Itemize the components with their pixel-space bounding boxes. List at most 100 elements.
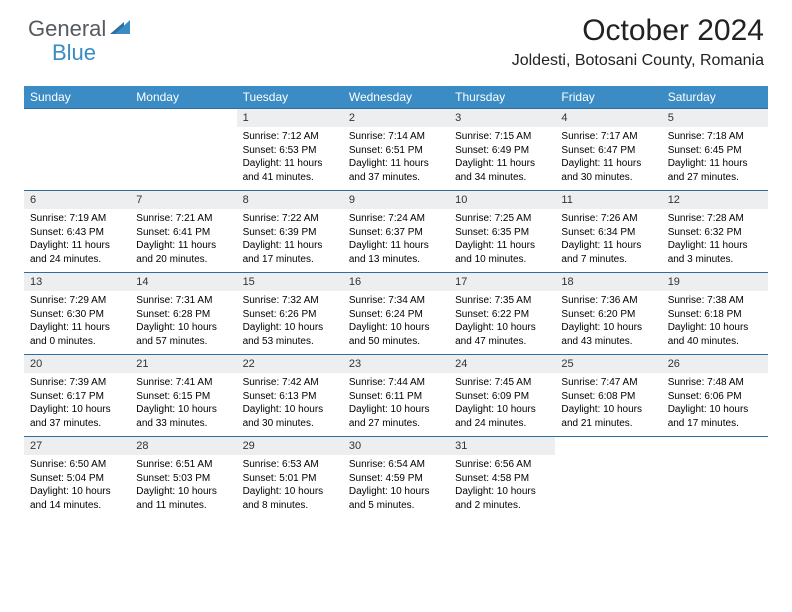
day-number-empty: [555, 436, 661, 455]
location: Joldesti, Botosani County, Romania: [512, 52, 764, 70]
daylight-line: Daylight: 10 hours and 21 minutes.: [561, 403, 655, 430]
daylight-line: Daylight: 10 hours and 30 minutes.: [243, 403, 337, 430]
week-row: 20Sunrise: 7:39 AMSunset: 6:17 PMDayligh…: [24, 354, 768, 436]
daylight-line: Daylight: 11 hours and 7 minutes.: [561, 239, 655, 266]
sunset-line: Sunset: 4:59 PM: [349, 472, 443, 486]
day-content-empty: [24, 127, 130, 185]
sunset-line: Sunset: 6:09 PM: [455, 390, 549, 404]
sunrise-line: Sunrise: 7:45 AM: [455, 376, 549, 390]
sunrise-line: Sunrise: 7:24 AM: [349, 212, 443, 226]
sunrise-line: Sunrise: 7:22 AM: [243, 212, 337, 226]
sunset-line: Sunset: 5:03 PM: [136, 472, 230, 486]
logo-word-1: General: [28, 16, 106, 42]
day-cell: 20Sunrise: 7:39 AMSunset: 6:17 PMDayligh…: [24, 354, 130, 436]
day-number-empty: [24, 108, 130, 127]
sunrise-line: Sunrise: 7:32 AM: [243, 294, 337, 308]
day-cell: 9Sunrise: 7:24 AMSunset: 6:37 PMDaylight…: [343, 190, 449, 272]
day-cell: [555, 436, 661, 518]
day-cell: 8Sunrise: 7:22 AMSunset: 6:39 PMDaylight…: [237, 190, 343, 272]
day-number: 13: [24, 272, 130, 291]
sunrise-line: Sunrise: 7:36 AM: [561, 294, 655, 308]
sunrise-line: Sunrise: 7:34 AM: [349, 294, 443, 308]
sunrise-line: Sunrise: 7:31 AM: [136, 294, 230, 308]
day-content: Sunrise: 6:53 AMSunset: 5:01 PMDaylight:…: [237, 455, 343, 518]
day-number: 6: [24, 190, 130, 209]
sunset-line: Sunset: 6:47 PM: [561, 144, 655, 158]
daylight-line: Daylight: 10 hours and 2 minutes.: [455, 485, 549, 512]
sunset-line: Sunset: 4:58 PM: [455, 472, 549, 486]
sunrise-line: Sunrise: 7:42 AM: [243, 376, 337, 390]
day-header-row: SundayMondayTuesdayWednesdayThursdayFrid…: [24, 86, 768, 108]
day-cell: 31Sunrise: 6:56 AMSunset: 4:58 PMDayligh…: [449, 436, 555, 518]
day-cell: 16Sunrise: 7:34 AMSunset: 6:24 PMDayligh…: [343, 272, 449, 354]
day-content: Sunrise: 7:39 AMSunset: 6:17 PMDaylight:…: [24, 373, 130, 436]
day-cell: 22Sunrise: 7:42 AMSunset: 6:13 PMDayligh…: [237, 354, 343, 436]
day-content: Sunrise: 6:51 AMSunset: 5:03 PMDaylight:…: [130, 455, 236, 518]
day-number: 24: [449, 354, 555, 373]
week-row: 27Sunrise: 6:50 AMSunset: 5:04 PMDayligh…: [24, 436, 768, 518]
sunrise-line: Sunrise: 7:18 AM: [668, 130, 762, 144]
sunrise-line: Sunrise: 7:47 AM: [561, 376, 655, 390]
day-cell: 23Sunrise: 7:44 AMSunset: 6:11 PMDayligh…: [343, 354, 449, 436]
day-number: 21: [130, 354, 236, 373]
sunset-line: Sunset: 6:51 PM: [349, 144, 443, 158]
daylight-line: Daylight: 10 hours and 43 minutes.: [561, 321, 655, 348]
day-cell: 19Sunrise: 7:38 AMSunset: 6:18 PMDayligh…: [662, 272, 768, 354]
day-content: Sunrise: 7:41 AMSunset: 6:15 PMDaylight:…: [130, 373, 236, 436]
day-number: 5: [662, 108, 768, 127]
calendar-body: 1Sunrise: 7:12 AMSunset: 6:53 PMDaylight…: [24, 108, 768, 518]
day-number: 3: [449, 108, 555, 127]
day-content: Sunrise: 7:42 AMSunset: 6:13 PMDaylight:…: [237, 373, 343, 436]
day-content: Sunrise: 7:29 AMSunset: 6:30 PMDaylight:…: [24, 291, 130, 354]
sunset-line: Sunset: 6:18 PM: [668, 308, 762, 322]
day-content: Sunrise: 7:32 AMSunset: 6:26 PMDaylight:…: [237, 291, 343, 354]
daylight-line: Daylight: 10 hours and 17 minutes.: [668, 403, 762, 430]
day-cell: 25Sunrise: 7:47 AMSunset: 6:08 PMDayligh…: [555, 354, 661, 436]
sunrise-line: Sunrise: 7:15 AM: [455, 130, 549, 144]
day-cell: 15Sunrise: 7:32 AMSunset: 6:26 PMDayligh…: [237, 272, 343, 354]
sunset-line: Sunset: 6:06 PM: [668, 390, 762, 404]
sunset-line: Sunset: 6:49 PM: [455, 144, 549, 158]
day-number-empty: [130, 108, 236, 127]
daylight-line: Daylight: 10 hours and 11 minutes.: [136, 485, 230, 512]
day-cell: [130, 108, 236, 190]
daylight-line: Daylight: 11 hours and 3 minutes.: [668, 239, 762, 266]
sunset-line: Sunset: 6:30 PM: [30, 308, 124, 322]
sunset-line: Sunset: 5:01 PM: [243, 472, 337, 486]
day-cell: 7Sunrise: 7:21 AMSunset: 6:41 PMDaylight…: [130, 190, 236, 272]
daylight-line: Daylight: 10 hours and 53 minutes.: [243, 321, 337, 348]
daylight-line: Daylight: 10 hours and 40 minutes.: [668, 321, 762, 348]
day-number: 28: [130, 436, 236, 455]
day-header: Wednesday: [343, 86, 449, 108]
day-number: 11: [555, 190, 661, 209]
day-cell: 11Sunrise: 7:26 AMSunset: 6:34 PMDayligh…: [555, 190, 661, 272]
sunset-line: Sunset: 6:32 PM: [668, 226, 762, 240]
daylight-line: Daylight: 11 hours and 20 minutes.: [136, 239, 230, 266]
daylight-line: Daylight: 11 hours and 30 minutes.: [561, 157, 655, 184]
sunset-line: Sunset: 6:35 PM: [455, 226, 549, 240]
title-block: October 2024 Joldesti, Botosani County, …: [512, 14, 764, 70]
daylight-line: Daylight: 10 hours and 14 minutes.: [30, 485, 124, 512]
day-header: Friday: [555, 86, 661, 108]
sunset-line: Sunset: 6:28 PM: [136, 308, 230, 322]
day-cell: 4Sunrise: 7:17 AMSunset: 6:47 PMDaylight…: [555, 108, 661, 190]
logo-word-2: Blue: [52, 40, 96, 66]
sunrise-line: Sunrise: 7:17 AM: [561, 130, 655, 144]
day-cell: 17Sunrise: 7:35 AMSunset: 6:22 PMDayligh…: [449, 272, 555, 354]
day-cell: [662, 436, 768, 518]
daylight-line: Daylight: 11 hours and 27 minutes.: [668, 157, 762, 184]
day-cell: 21Sunrise: 7:41 AMSunset: 6:15 PMDayligh…: [130, 354, 236, 436]
daylight-line: Daylight: 11 hours and 17 minutes.: [243, 239, 337, 266]
day-cell: 27Sunrise: 6:50 AMSunset: 5:04 PMDayligh…: [24, 436, 130, 518]
day-number: 8: [237, 190, 343, 209]
day-content-empty: [130, 127, 236, 185]
sunrise-line: Sunrise: 7:28 AM: [668, 212, 762, 226]
sunrise-line: Sunrise: 7:35 AM: [455, 294, 549, 308]
day-content: Sunrise: 7:44 AMSunset: 6:11 PMDaylight:…: [343, 373, 449, 436]
day-content: Sunrise: 7:24 AMSunset: 6:37 PMDaylight:…: [343, 209, 449, 272]
sunrise-line: Sunrise: 7:25 AM: [455, 212, 549, 226]
daylight-line: Daylight: 11 hours and 13 minutes.: [349, 239, 443, 266]
day-number: 31: [449, 436, 555, 455]
sunset-line: Sunset: 6:13 PM: [243, 390, 337, 404]
day-content: Sunrise: 7:34 AMSunset: 6:24 PMDaylight:…: [343, 291, 449, 354]
